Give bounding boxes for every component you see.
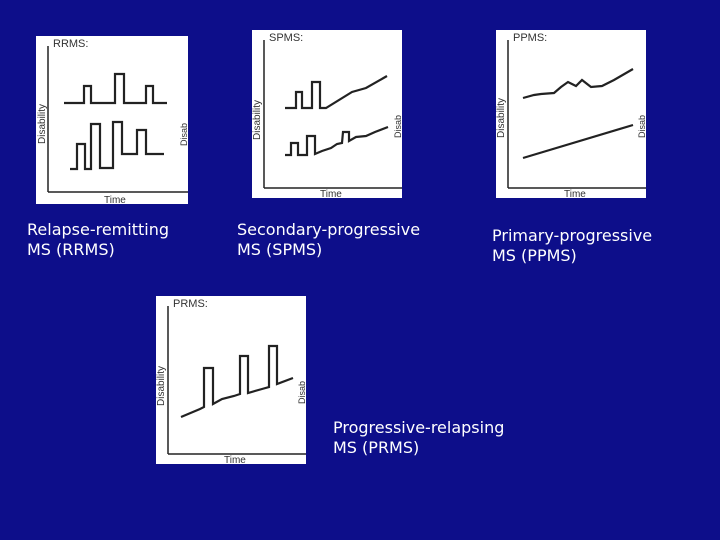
ppms-xlabel: Time xyxy=(564,189,586,198)
rrms-diagram: RRMS: Disability Time Disab xyxy=(36,36,188,204)
prms-edge-text: Disab xyxy=(297,381,306,404)
ppms-caption-line-1: Primary-progressive xyxy=(492,226,653,245)
prms-caption: Progressive-relapsing MS (PRMS) xyxy=(333,418,504,458)
rrms-edge-text: Disab xyxy=(179,123,188,146)
ppms-edge-text: Disab xyxy=(637,115,646,138)
rrms-caption-line-1: Relapse-remitting xyxy=(27,220,169,239)
prms-caption-line-2: MS (PRMS) xyxy=(333,438,420,457)
ppms-ylabel: Disability xyxy=(496,98,507,138)
prms-tag: PRMS: xyxy=(173,298,208,310)
rrms-tag: RRMS: xyxy=(53,38,88,50)
rrms-ylabel: Disability xyxy=(37,104,48,144)
prms-diagram: PRMS: Disability Time Disab xyxy=(156,296,306,464)
spms-xlabel: Time xyxy=(320,189,342,198)
spms-upper-curve xyxy=(285,75,388,110)
prms-curve xyxy=(180,344,294,419)
rrms-caption-line-2: MS (RRMS) xyxy=(27,240,115,259)
prms-caption-line-1: Progressive-relapsing xyxy=(333,418,505,437)
spms-ylabel: Disability xyxy=(252,100,263,140)
spms-caption-line-1: Secondary-progressive xyxy=(237,220,421,239)
spms-caption: Secondary-progressive MS (SPMS) xyxy=(237,220,420,260)
ppms-tag: PPMS: xyxy=(513,32,547,44)
prms-xlabel: Time xyxy=(224,455,246,464)
spms-lower-curve xyxy=(285,125,389,157)
ppms-lower-curve xyxy=(522,123,634,160)
ppms-upper-curve xyxy=(522,68,634,100)
rrms-xlabel: Time xyxy=(104,195,126,204)
ppms-caption: Primary-progressive MS (PPMS) xyxy=(492,226,652,266)
rrms-upper-curve xyxy=(64,72,167,105)
rrms-caption: Relapse-remitting MS (RRMS) xyxy=(27,220,169,260)
spms-diagram: SPMS: Disability Time Disab xyxy=(252,30,402,198)
ppms-caption-line-2: MS (PPMS) xyxy=(492,246,577,265)
spms-tag: SPMS: xyxy=(269,32,303,44)
spms-caption-line-2: MS (SPMS) xyxy=(237,240,323,259)
prms-ylabel: Disability xyxy=(156,366,167,406)
ppms-diagram: PPMS: Disability Time Disab xyxy=(496,30,646,198)
spms-edge-text: Disab xyxy=(393,115,402,138)
rrms-lower-curve xyxy=(70,120,164,171)
